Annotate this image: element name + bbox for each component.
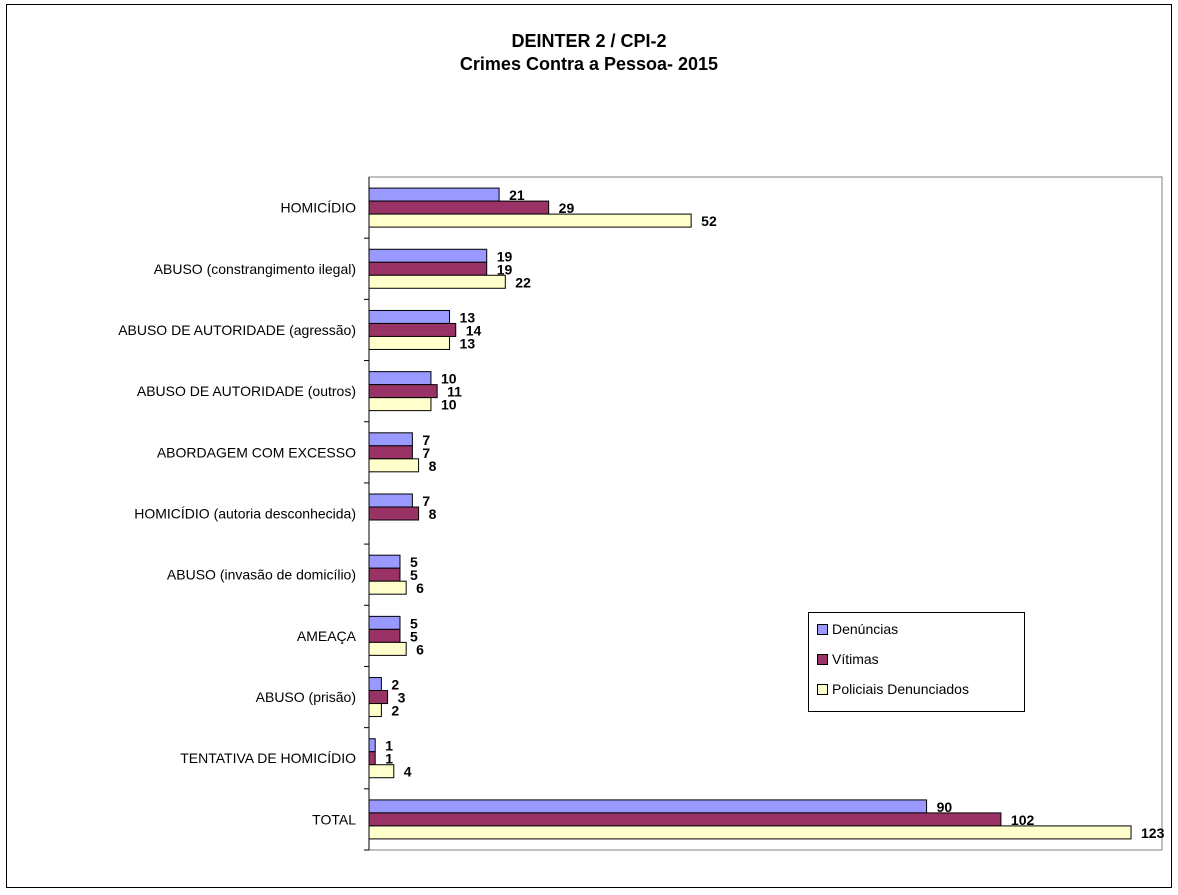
bar xyxy=(368,738,376,753)
data-label: 6 xyxy=(416,580,424,596)
data-label: 21 xyxy=(509,187,525,203)
chart-title-line1: DEINTER 2 / CPI-2 xyxy=(511,31,667,51)
bar xyxy=(368,580,407,595)
data-label: 13 xyxy=(460,335,476,351)
bar xyxy=(368,641,407,656)
legend-label-vitimas: Vítimas xyxy=(832,651,879,667)
plot-area xyxy=(368,176,1163,851)
bar xyxy=(368,812,1002,827)
data-label: 2 xyxy=(391,703,399,719)
bar xyxy=(368,764,395,779)
data-label: 1 xyxy=(385,751,393,767)
data-label: 7 xyxy=(422,432,430,448)
bar xyxy=(368,371,432,386)
data-label: 4 xyxy=(404,764,412,780)
category-label: ABUSO DE AUTORIDADE (agressão) xyxy=(118,322,356,338)
bar xyxy=(368,458,420,473)
category-label: HOMICÍDIO xyxy=(281,200,357,216)
data-label: 1 xyxy=(385,738,393,754)
data-label: 7 xyxy=(422,493,430,509)
bar xyxy=(368,628,401,643)
bar xyxy=(368,432,413,447)
bar xyxy=(368,335,451,350)
bar xyxy=(368,384,438,399)
legend-swatch-denuncias xyxy=(817,623,828,635)
data-label: 10 xyxy=(441,371,457,387)
bar xyxy=(368,322,457,337)
category-label: TOTAL xyxy=(312,811,356,827)
data-label: 19 xyxy=(497,248,513,264)
chart-legend: Denúncias Vítimas Policiais Denunciados xyxy=(808,612,1025,712)
legend-item-policiais: Policiais Denunciados xyxy=(817,681,969,697)
data-label: 6 xyxy=(416,641,424,657)
bar xyxy=(368,493,413,508)
data-label: 8 xyxy=(429,506,437,522)
bar xyxy=(368,213,692,228)
data-label: 2 xyxy=(391,677,399,693)
bar xyxy=(368,615,401,630)
data-label: 11 xyxy=(447,384,462,400)
data-label: 102 xyxy=(1011,812,1035,828)
bar xyxy=(368,445,413,460)
bar xyxy=(368,554,401,569)
bar xyxy=(368,309,451,324)
bar xyxy=(368,261,488,276)
data-label: 123 xyxy=(1141,825,1165,841)
bar xyxy=(368,187,500,202)
legend-swatch-policiais xyxy=(817,683,828,695)
data-label: 52 xyxy=(701,213,717,229)
data-label: 8 xyxy=(429,458,437,474)
data-label: 5 xyxy=(410,628,418,644)
bar xyxy=(368,677,382,692)
category-label: HOMICÍDIO (autoria desconhecida) xyxy=(134,506,356,522)
data-label: 7 xyxy=(422,445,430,461)
bar xyxy=(368,690,389,705)
legend-item-denuncias: Denúncias xyxy=(817,621,898,637)
category-label: ABUSO (constrangimento ilegal) xyxy=(154,261,356,277)
data-label: 5 xyxy=(410,554,418,570)
data-label: 10 xyxy=(441,397,457,413)
chart-title: DEINTER 2 / CPI-2 Crimes Contra a Pessoa… xyxy=(0,30,1178,76)
data-label: 19 xyxy=(497,261,513,277)
bar xyxy=(368,248,488,263)
legend-label-denuncias: Denúncias xyxy=(832,621,899,637)
category-label: ABUSO (invasão de domicílio) xyxy=(167,567,356,583)
data-label: 29 xyxy=(559,200,575,216)
bar xyxy=(368,567,401,582)
category-label: ABUSO (prisão) xyxy=(256,689,356,705)
bar xyxy=(368,200,550,215)
legend-label-policiais: Policiais Denunciados xyxy=(832,681,969,697)
bar xyxy=(368,397,432,412)
data-label: 3 xyxy=(398,690,406,706)
bar xyxy=(368,751,376,766)
bar xyxy=(368,825,1132,840)
legend-swatch-vitimas xyxy=(817,653,828,665)
data-label: 22 xyxy=(515,274,531,290)
bar xyxy=(368,506,420,521)
bar xyxy=(368,703,382,718)
category-label: TENTATIVA DE HOMICÍDIO xyxy=(180,750,356,766)
bar xyxy=(368,799,928,814)
category-label: ABORDAGEM COM EXCESSO xyxy=(157,444,356,460)
category-label: AMEAÇA xyxy=(297,628,357,644)
data-label: 90 xyxy=(937,799,953,815)
legend-item-vitimas: Vítimas xyxy=(817,651,879,667)
data-label: 14 xyxy=(466,322,482,338)
category-label: ABUSO DE AUTORIDADE (outros) xyxy=(137,383,356,399)
bar xyxy=(368,274,506,289)
chart-title-line2: Crimes Contra a Pessoa- 2015 xyxy=(459,54,719,74)
data-label: 5 xyxy=(410,615,418,631)
data-label: 5 xyxy=(410,567,418,583)
data-label: 13 xyxy=(460,309,476,325)
